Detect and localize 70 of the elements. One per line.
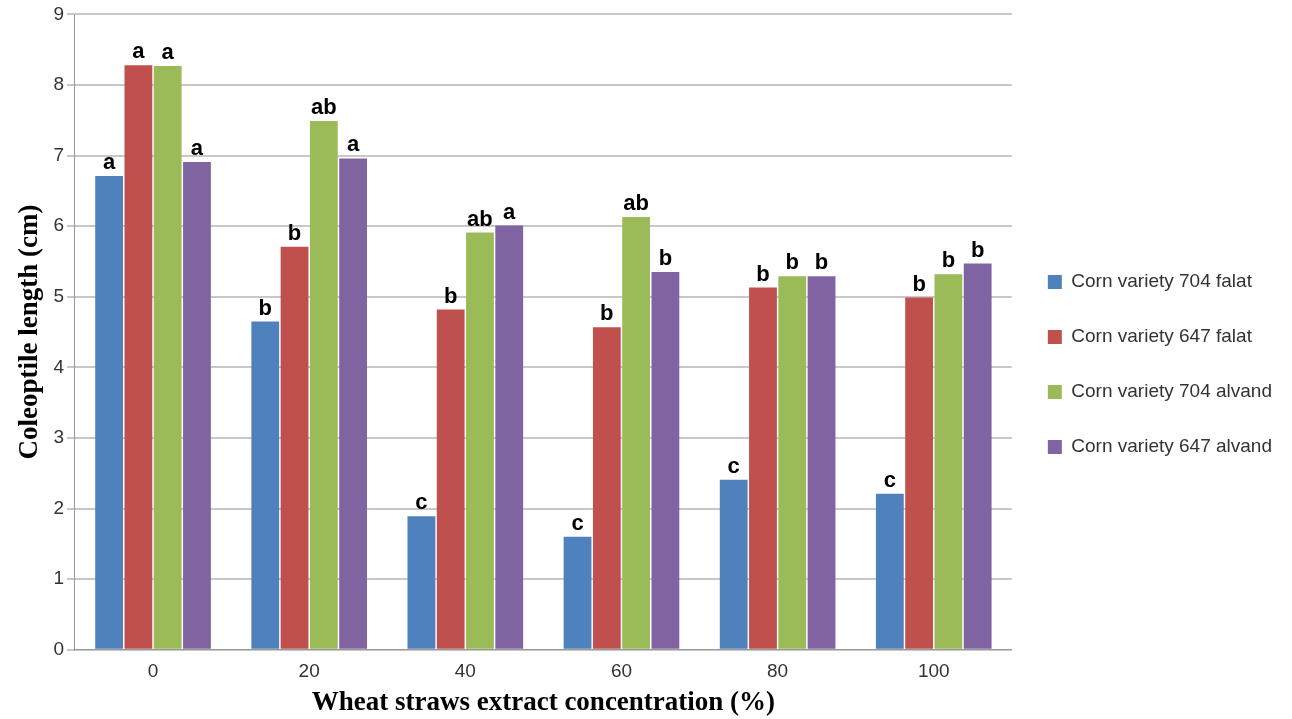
bar [309, 121, 338, 649]
y-tick-label: 1 [53, 567, 64, 589]
data-label: b [970, 236, 985, 262]
bar [719, 479, 748, 649]
data-label: a [346, 131, 360, 157]
bar [563, 536, 592, 649]
y-tick-label: 2 [53, 496, 64, 518]
data-label: b [814, 249, 829, 275]
data-label: ab [623, 190, 649, 216]
bar [95, 176, 124, 649]
bar [749, 287, 777, 649]
bar [622, 217, 651, 649]
y-tick-label: 7 [53, 143, 64, 165]
data-label: b [287, 219, 302, 245]
bar [407, 516, 436, 649]
x-tick-label: 100 [917, 660, 950, 682]
data-label: a [103, 149, 116, 175]
legend-label: Corn variety 704 alvand [1071, 380, 1272, 402]
data-label: b [756, 260, 770, 286]
x-tick-label: 0 [147, 660, 159, 682]
x-tick-label: 40 [454, 660, 476, 682]
y-tick-label: 4 [53, 355, 65, 377]
data-label: ab [310, 94, 337, 120]
y-axis-title: Coleoptile length (cm) [13, 204, 44, 460]
bar [651, 272, 680, 649]
y-tick-label: 8 [53, 73, 64, 95]
bar [280, 246, 309, 649]
data-label: b [941, 247, 956, 273]
data-label: b [658, 245, 673, 271]
data-label: a [190, 135, 204, 161]
data-label: a [503, 198, 517, 224]
x-tick-label: 80 [767, 660, 789, 682]
bar [495, 225, 524, 649]
bar [153, 65, 182, 649]
data-label: ab [467, 205, 493, 231]
bar [592, 327, 621, 649]
data-label: a [161, 39, 175, 64]
data-label: c [727, 452, 740, 478]
bar [183, 161, 211, 649]
bar [934, 274, 963, 649]
x-tick-label: 20 [298, 660, 320, 682]
bar [875, 493, 904, 649]
bar [124, 65, 153, 649]
y-tick-label: 3 [53, 426, 64, 448]
x-axis-title: Wheat straws extract concentration (%) [311, 685, 776, 716]
bar [963, 263, 992, 649]
data-label: b [912, 270, 926, 296]
bar [436, 309, 465, 649]
bar [905, 297, 934, 649]
data-label: b [258, 294, 272, 320]
bar [339, 158, 368, 649]
bar [251, 321, 280, 649]
bar [466, 232, 494, 649]
data-label: a [132, 38, 146, 64]
y-tick-label: 5 [53, 285, 64, 307]
bar [778, 276, 807, 649]
y-tick-label: 6 [53, 214, 64, 236]
data-label: b [443, 282, 458, 308]
data-label: b [785, 249, 799, 275]
bar [807, 276, 836, 649]
x-tick-label: 60 [610, 660, 633, 682]
data-label: c [883, 466, 896, 492]
legend-label: Corn variety 704 falat [1071, 270, 1253, 292]
data-label: c [415, 489, 428, 515]
y-tick-label: 0 [53, 638, 64, 660]
legend-label: Corn variety 647 falat [1071, 325, 1253, 347]
data-label: c [571, 509, 584, 535]
legend-label: Corn variety 647 alvand [1071, 435, 1272, 457]
data-label: b [600, 300, 614, 326]
y-tick-label: 9 [53, 2, 64, 24]
